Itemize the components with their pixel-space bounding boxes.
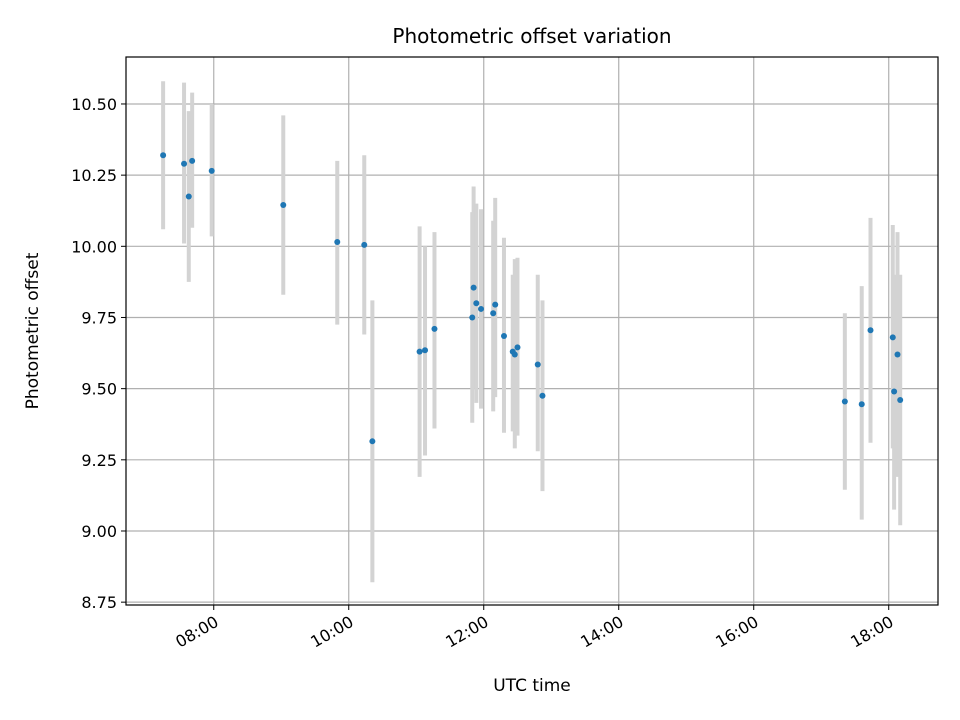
data-point	[891, 388, 898, 395]
data-point	[369, 438, 376, 445]
y-tick-label: 10.25	[71, 166, 117, 185]
data-point	[160, 152, 167, 159]
data-point	[897, 397, 904, 404]
data-point	[422, 347, 429, 354]
data-point	[478, 305, 485, 312]
data-point	[894, 351, 901, 358]
data-point	[867, 327, 874, 334]
data-point	[539, 392, 546, 399]
data-point	[185, 193, 192, 200]
data-point	[189, 157, 196, 164]
data-point	[492, 301, 499, 308]
y-axis-ticks: 8.75 9.00 9.25 9.50 9.75 10.00 10.25 10.50	[71, 95, 126, 612]
data-point	[431, 325, 438, 332]
grid	[126, 57, 938, 605]
plot-frame	[125, 56, 939, 606]
y-tick-label: 9.00	[81, 522, 117, 541]
data-point	[534, 361, 541, 368]
x-axis-label: UTC time	[493, 676, 571, 696]
y-tick-label: 8.75	[81, 593, 117, 612]
data-point	[514, 344, 521, 351]
data-point	[841, 398, 848, 405]
data-point	[416, 348, 423, 355]
y-tick-label: 9.75	[81, 308, 117, 327]
y-tick-label: 10.00	[71, 237, 117, 256]
data-point	[280, 202, 287, 209]
y-axis-label: Photometric offset	[23, 252, 43, 409]
y-tick-label: 10.50	[71, 95, 117, 114]
data-point	[500, 332, 507, 339]
data-point	[490, 310, 497, 317]
data-point	[208, 167, 215, 174]
data-point	[361, 241, 368, 248]
data-point	[334, 239, 341, 246]
data-point	[181, 160, 188, 167]
y-tick-label: 9.25	[81, 451, 117, 470]
data-points	[160, 152, 904, 445]
data-point	[473, 300, 480, 307]
data-point	[470, 284, 477, 291]
y-tick-label: 9.50	[81, 380, 117, 399]
chart-title: Photometric offset variation	[392, 24, 671, 48]
data-point	[511, 351, 518, 358]
data-point	[858, 401, 865, 408]
data-point	[889, 334, 896, 341]
data-point	[469, 314, 476, 321]
